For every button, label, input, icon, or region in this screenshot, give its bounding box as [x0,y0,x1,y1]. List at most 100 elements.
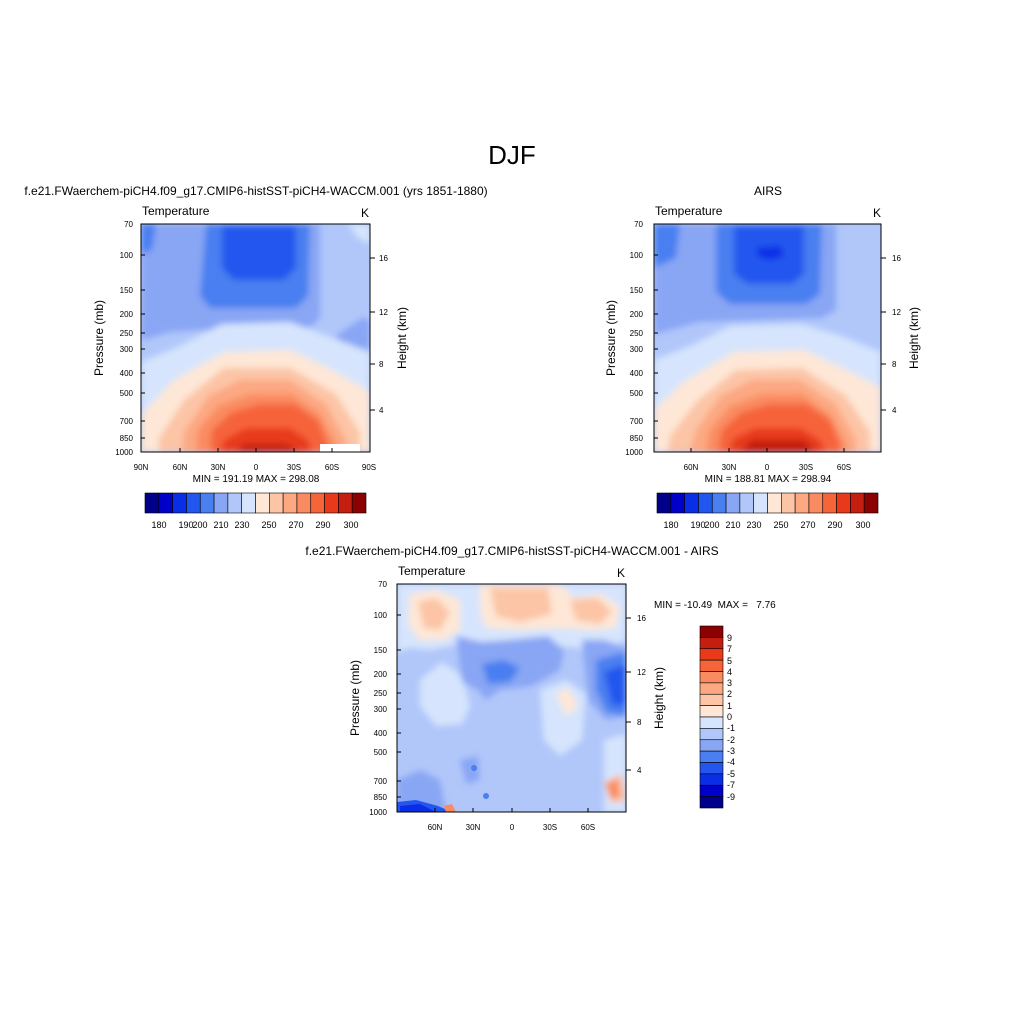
colorbar-swatch [699,637,724,650]
y-axis-label: Pressure (mb) [348,660,362,736]
y2-axis-label: Height (km) [907,307,921,369]
colorbar-swatch [699,682,724,695]
colorbar-labels: 9 7 5 4 3 2 1 0 -1 -2 -3 -4 -5 -7 -9 [727,633,735,802]
y2-axis-label: Height (km) [395,307,409,369]
x-tick-label: 60N [173,463,188,472]
y2-tick-label: 16 [892,254,901,263]
colorbar-swatch [227,492,242,514]
colorbar-label: 230 [234,520,249,530]
y-tick-label: 400 [630,369,644,378]
colorbar-label: 180 [663,520,678,530]
colorbar-label: -5 [727,769,735,779]
colorbar-swatch [850,492,865,514]
panel-obs-stats: MIN = 188.81 MAX = 298.94 [705,474,832,485]
panel-model-left-label: Temperature [142,204,210,218]
colorbar-swatch [186,492,201,514]
colorbar-swatch [711,492,727,514]
panel-diff-left-label: Temperature [398,564,466,578]
colorbar-label: 250 [773,520,788,530]
y-tick-label: 70 [124,220,133,229]
y-axis-label: Pressure (mb) [92,300,106,376]
colorbar-swatch [699,739,724,752]
colorbar-swatch [699,750,724,763]
panel-obs-colorbar: 180 190 200 210 230 250 270 290 300 [656,492,879,530]
colorbar-swatch [699,716,724,729]
x-tick-label: 30N [211,463,226,472]
colorbar-swatch [725,492,741,514]
colorbar-label: 1 [727,701,732,711]
y-tick-label: 100 [120,251,134,260]
x-tick-label: 30N [466,823,481,832]
colorbar-label: 190 [178,520,193,530]
colorbar-swatch [213,492,229,514]
colorbar-swatch [199,492,215,514]
y-tick-label: 150 [120,286,134,295]
colorbar-label: 270 [800,520,815,530]
colorbar-labels: 180 190 200 210 230 250 270 290 300 [151,520,358,530]
y-tick-label: 100 [374,611,388,620]
colorbar-label: 7 [727,644,732,654]
colorbar-swatch [684,492,699,514]
colorbar-swatch [255,492,270,514]
panel-diff-stats: MIN = -10.49 MAX = 7.76 [654,600,776,611]
colorbar-label: -1 [727,723,735,733]
colorbar-swatch [767,492,782,514]
colorbar-swatch [172,492,187,514]
y-tick-label: 70 [378,580,387,589]
x-tick-label: 30S [543,823,557,832]
colorbar-label: -3 [727,746,735,756]
colorbar-swatch [241,492,256,514]
x-tick-label: 60S [837,463,851,472]
y2-tick-label: 16 [379,254,388,263]
y2-tick-label: 12 [379,308,388,317]
colorbar-swatch [282,492,298,514]
panel-model-colorbar: 180 190 200 210 230 250 270 290 300 [144,492,367,530]
y2-tick-label: 16 [637,614,646,623]
colorbar-swatch [296,492,312,514]
y2-tick-label: 8 [892,360,897,369]
colorbar-label: 250 [261,520,276,530]
x-tick-label: 30N [722,463,737,472]
y-tick-label: 70 [634,220,643,229]
panel-obs-left-label: Temperature [655,204,723,218]
y-tick-label: 700 [120,417,134,426]
y-tick-label: 150 [374,646,388,655]
panel-obs-plot-area [654,224,881,452]
x-tick-label: 0 [765,463,770,472]
colorbar-label: 2 [727,689,732,699]
x-tick-label: 60N [684,463,699,472]
panel-diff-right-label: K [617,566,625,580]
colorbar-label: -7 [727,780,735,790]
colorbar-swatch [794,492,810,514]
colorbar-label: 5 [727,656,732,666]
y-tick-label: 200 [630,310,644,319]
y-tick-label: 1000 [625,448,643,457]
colorbar-swatch [338,492,353,514]
y-tick-label: 500 [120,389,134,398]
y2-tick-label: 8 [379,360,384,369]
y-tick-label: 850 [630,434,644,443]
colorbar-swatch [699,762,724,775]
colorbar-swatch [351,492,367,514]
y-tick-label: 300 [630,345,644,354]
colorbar-swatch [699,784,724,797]
colorbar-swatch [699,705,724,718]
panel-model: f.e21.FWaerchem-piCH4.f09_g17.CMIP6-hist… [24,184,487,530]
y-tick-label: 1000 [115,448,133,457]
y-tick-label: 300 [374,705,388,714]
panel-obs: AIRS Temperature K 70 [604,184,921,530]
x-tick-label: 90S [362,463,376,472]
colorbar-label: 230 [746,520,761,530]
colorbar-swatch [781,492,796,514]
colorbar-label: -2 [727,735,735,745]
colorbar-label: 200 [704,520,719,530]
colorbar-swatch [269,492,284,514]
colorbar-label: -9 [727,792,735,802]
y-tick-label: 250 [630,329,644,338]
colorbar-swatch [863,492,879,514]
colorbar-swatch [144,492,160,514]
panel-diff-axes: 70 100 150 200 250 300 400 500 700 850 1… [348,580,666,832]
colorbar-label: 210 [213,520,228,530]
colorbar-swatch [836,492,851,514]
y-tick-label: 200 [120,310,134,319]
